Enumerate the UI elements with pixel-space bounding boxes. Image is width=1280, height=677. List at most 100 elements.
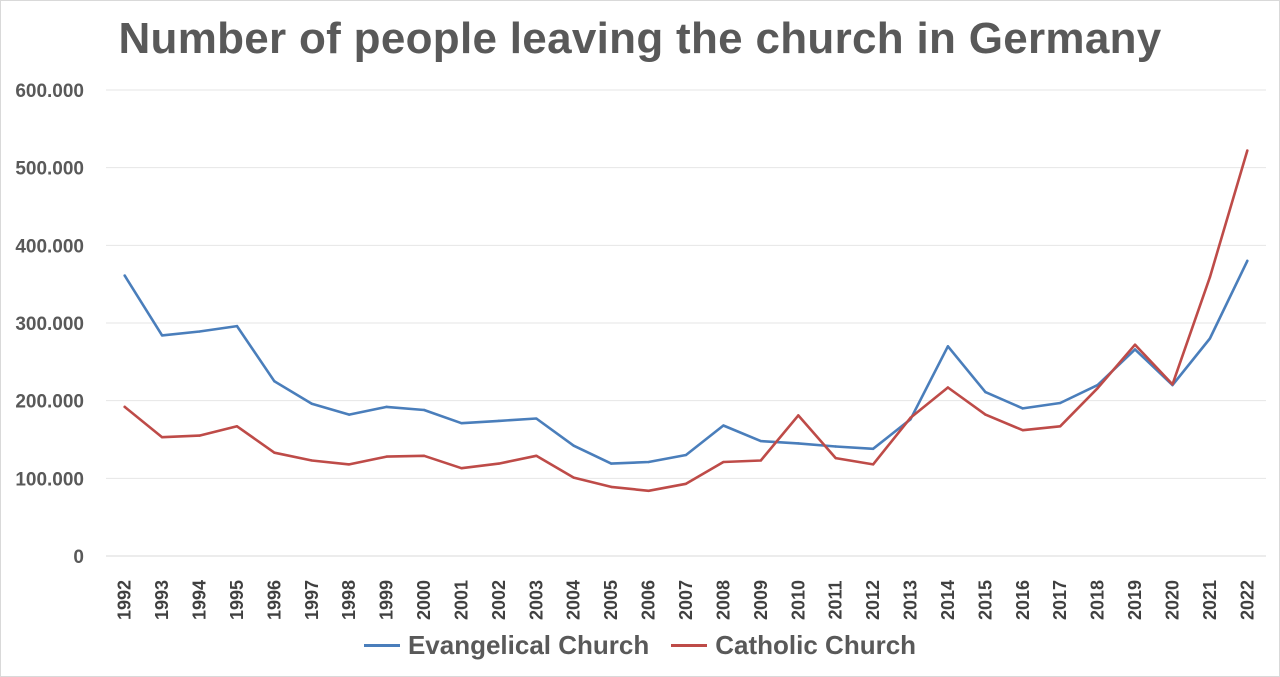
data-point <box>535 454 538 458</box>
x-tick-label: 2012 <box>863 580 883 620</box>
x-tick-label: 1992 <box>115 580 135 620</box>
x-tick-label: 2001 <box>451 580 471 620</box>
y-tick-label: 200.000 <box>15 392 84 413</box>
x-tick-label: 2003 <box>526 580 546 620</box>
data-point <box>647 460 650 464</box>
x-tick-label: 2021 <box>1200 580 1220 620</box>
data-point <box>684 453 688 457</box>
series-line-catholic <box>123 149 1249 493</box>
data-point <box>1058 425 1062 428</box>
data-point <box>1246 259 1249 263</box>
data-point <box>797 442 800 445</box>
data-point <box>722 424 725 427</box>
data-point <box>160 334 164 337</box>
x-tick-label: 2015 <box>975 580 995 620</box>
data-point <box>1246 149 1249 152</box>
data-point <box>984 413 987 416</box>
data-point <box>160 435 164 439</box>
y-tick-label: 300.000 <box>15 314 84 335</box>
data-point <box>123 405 126 409</box>
x-tick-label: 1999 <box>377 580 397 620</box>
data-point <box>1133 343 1137 346</box>
data-point <box>834 456 837 460</box>
data-point <box>235 425 239 428</box>
x-tick-label: 1996 <box>264 580 284 620</box>
data-point <box>1171 383 1174 386</box>
x-tick-label: 2000 <box>414 580 434 620</box>
data-point <box>1021 407 1024 410</box>
x-tick-label: 2002 <box>489 580 509 620</box>
data-point <box>1058 401 1062 405</box>
data-point <box>422 454 426 458</box>
legend-label-catholic: Catholic Church <box>715 630 917 660</box>
legend-label-evangelical: Evangelical Church <box>407 630 650 660</box>
x-tick-label: 2004 <box>564 580 584 620</box>
x-tick-label: 2011 <box>826 580 846 619</box>
data-point <box>1208 337 1212 340</box>
data-point <box>310 402 314 405</box>
x-tick-label: 2010 <box>788 580 808 620</box>
data-point <box>946 345 950 348</box>
data-point <box>497 462 501 465</box>
data-point <box>1021 428 1024 432</box>
x-tick-label: 2005 <box>601 580 621 620</box>
data-point <box>647 489 650 492</box>
legend-item-evangelical: Evangelical Church <box>363 630 650 661</box>
x-tick-label: 2007 <box>676 580 696 620</box>
data-point <box>198 330 201 333</box>
data-point <box>310 459 314 462</box>
x-tick-label: 2006 <box>639 580 659 620</box>
data-point <box>385 405 388 409</box>
data-point <box>797 414 800 417</box>
series-line-evangelical <box>123 259 1249 465</box>
x-tick-label: 2017 <box>1050 580 1070 620</box>
data-point <box>535 417 538 420</box>
data-point <box>348 463 351 466</box>
x-tick-label: 2019 <box>1125 580 1145 620</box>
data-point <box>609 485 613 489</box>
y-tick-label: 600.000 <box>15 81 84 102</box>
legend-swatch-catholic <box>671 644 708 647</box>
data-point <box>946 386 950 389</box>
data-point <box>871 463 875 466</box>
y-tick-label: 500.000 <box>15 159 84 180</box>
data-point <box>497 419 501 423</box>
data-point <box>1096 387 1099 390</box>
x-tick-label: 2016 <box>1013 580 1033 620</box>
data-point <box>759 439 763 443</box>
data-point <box>422 408 426 412</box>
chart-title: Number of people leaving the church in G… <box>118 14 1162 63</box>
data-point <box>198 434 201 437</box>
x-tick-label: 2018 <box>1088 580 1108 620</box>
x-tick-label: 1994 <box>190 580 210 620</box>
data-point <box>123 274 126 277</box>
x-tick-label: 2008 <box>713 580 733 620</box>
data-point <box>759 459 763 462</box>
data-point <box>684 482 688 485</box>
data-point <box>235 324 239 328</box>
legend-swatch-evangelical <box>363 644 400 647</box>
data-point <box>572 444 575 447</box>
x-tick-label: 1993 <box>152 580 172 620</box>
data-point <box>460 467 463 470</box>
data-point <box>909 416 912 419</box>
x-tick-label: 2013 <box>901 580 921 620</box>
data-point <box>722 460 725 464</box>
legend-item-catholic: Catholic Church <box>671 630 916 661</box>
y-tick-label: 0 <box>73 547 84 568</box>
y-tick-label: 100.000 <box>15 469 84 490</box>
data-point <box>834 445 837 448</box>
x-tick-label: 2020 <box>1162 580 1182 620</box>
x-tick-label: 2014 <box>938 580 958 620</box>
x-tick-label: 1997 <box>302 580 322 620</box>
data-point <box>609 462 613 465</box>
data-point <box>1208 275 1212 279</box>
data-point <box>273 451 276 454</box>
y-tick-label: 400.000 <box>15 236 84 257</box>
x-tick-label: 2022 <box>1237 580 1257 620</box>
data-point <box>460 421 463 425</box>
data-point <box>572 476 575 479</box>
chart-legend: Evangelical Church Catholic Church <box>0 630 1280 661</box>
data-point <box>984 390 987 394</box>
